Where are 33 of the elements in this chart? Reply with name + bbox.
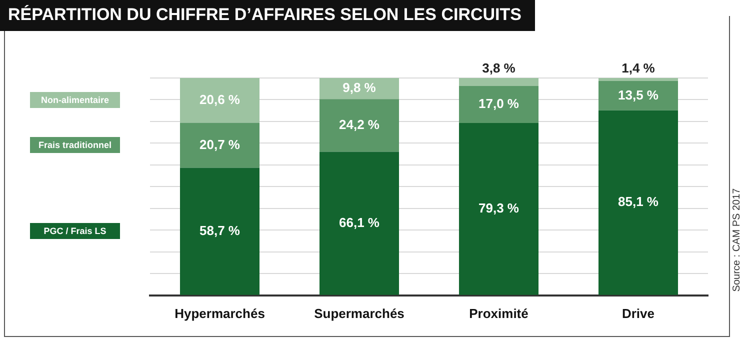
bar: [180, 122, 260, 168]
bar: [458, 78, 539, 86]
bar: [458, 123, 539, 295]
data-label: 24,2 %: [339, 116, 380, 132]
data-label: 20,6 %: [200, 92, 240, 107]
bar: [598, 110, 678, 295]
x-tick-label: Drive: [622, 306, 655, 321]
x-tick-label: Supermarchés: [314, 306, 404, 321]
bar: [180, 168, 260, 295]
bar: [319, 78, 400, 100]
bar: [598, 78, 678, 82]
data-label: 1,4 %: [622, 60, 656, 76]
data-label: 85,1 %: [618, 194, 659, 210]
text: Non-alimentaire: [30, 92, 120, 108]
bar: [598, 81, 678, 110]
data-label: 66,1 %: [339, 214, 380, 230]
bar: [458, 86, 539, 123]
text: PGC / Frais LS: [30, 223, 120, 240]
data-label: 58,7 %: [200, 222, 240, 238]
data-label: 17,0 %: [478, 96, 520, 112]
data-label: 13,5 %: [618, 87, 659, 102]
x-tick-label: Hypermarchés: [174, 306, 265, 321]
data-label: 9,8 %: [342, 80, 376, 96]
bar: [319, 152, 400, 295]
data-label: 79,3 %: [478, 200, 520, 216]
text: Frais traditionnel: [30, 137, 120, 154]
bar: [180, 78, 260, 123]
data-label: 3,8 %: [482, 60, 516, 76]
source-note: Source : CAM PS 2017: [732, 188, 742, 292]
chart-title: RÉPARTITION DU CHIFFRE D’AFFAIRES SELON LES CIRCUITS: [0, 0, 536, 31]
data-label: 20,7 %: [200, 136, 240, 152]
bar: [319, 99, 400, 152]
x-tick-label: Proximité: [469, 306, 528, 321]
